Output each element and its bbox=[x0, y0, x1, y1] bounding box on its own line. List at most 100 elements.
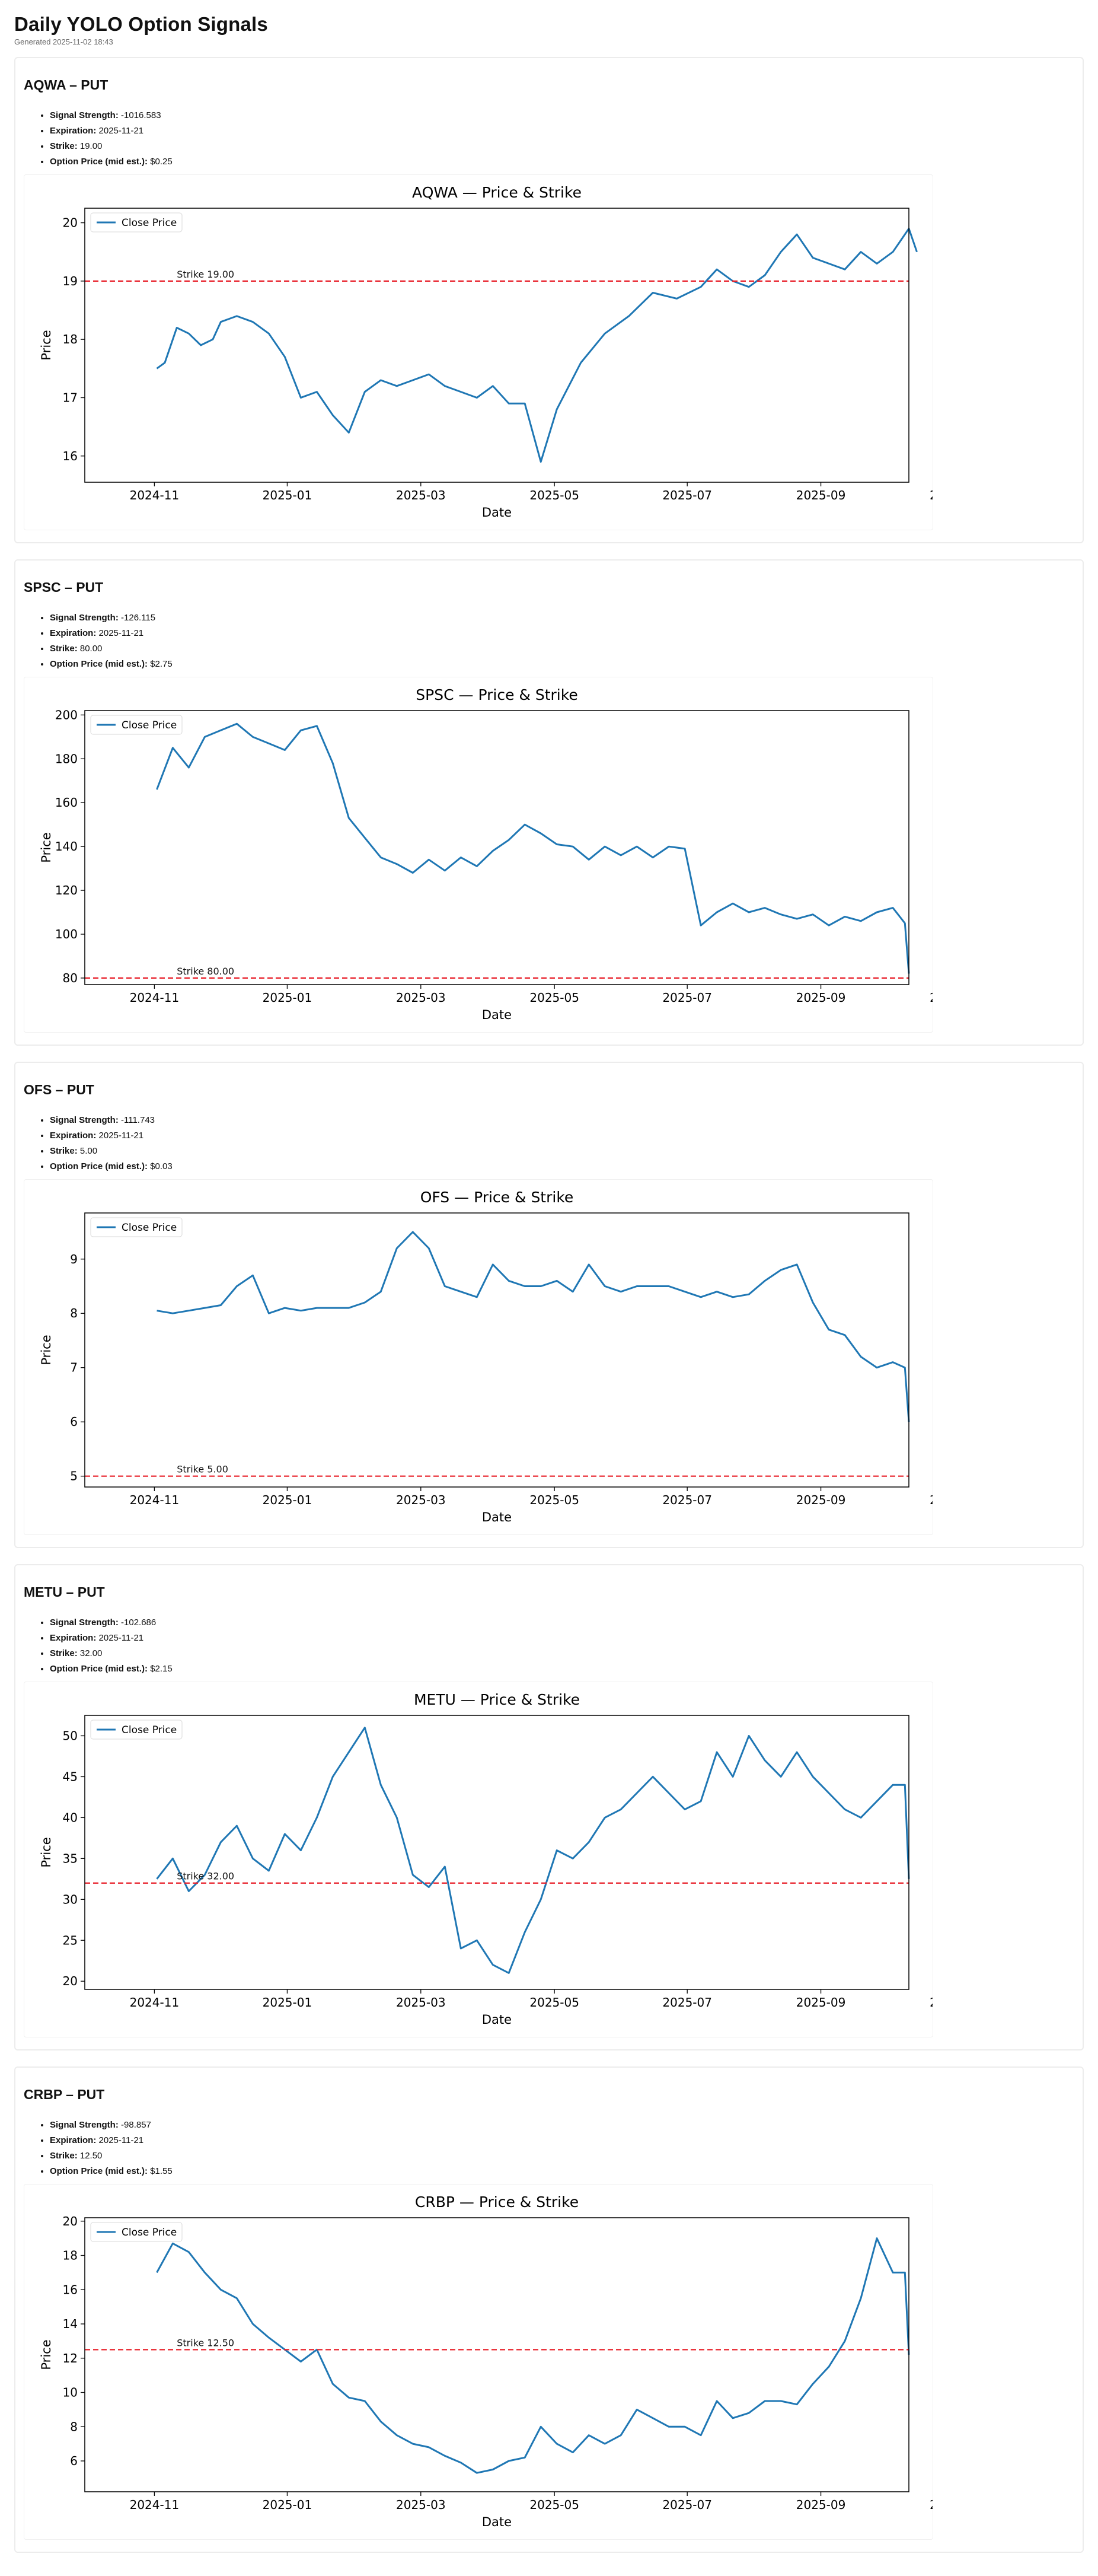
y-tick-label: 30 bbox=[63, 1892, 78, 1906]
signal-card: CRBP – PUT Signal Strength: -98.857Expira… bbox=[14, 2066, 1084, 2553]
signal-heading: SPSC – PUT bbox=[24, 579, 104, 595]
legend-box bbox=[90, 212, 183, 233]
chart-title: AQWA — Price & Strike bbox=[412, 184, 582, 201]
y-axis-label: Price bbox=[39, 1837, 53, 1867]
generated-timestamp: Generated 2025-11-02 18:43 bbox=[14, 37, 113, 46]
option-price-value: $2.15 bbox=[150, 1664, 173, 1674]
x-tick-label: 2025-05 bbox=[529, 488, 579, 502]
strike-label: Strike: bbox=[50, 141, 78, 151]
legend-label: Close Price bbox=[122, 2227, 177, 2239]
y-tick-label: 50 bbox=[63, 1728, 78, 1743]
price-strike-chart: AQWA — Price & Strike Strike 19.00 2024-11… bbox=[24, 174, 933, 530]
x-tick-label: 2024-11 bbox=[130, 991, 180, 1005]
strike-value: 32.00 bbox=[79, 1648, 103, 1658]
y-tick-label: 16 bbox=[63, 449, 78, 463]
close-price-line bbox=[156, 722, 910, 974]
plot-area bbox=[84, 1715, 909, 1990]
y-tick-label: 8 bbox=[70, 1306, 78, 1320]
x-tick-label: 2025-11 bbox=[930, 1493, 933, 1507]
strike-item: Strike: 5.00 bbox=[50, 1144, 173, 1159]
option-price-label: Option Price (mid est.): bbox=[50, 1664, 148, 1674]
x-tick-label: 2025-09 bbox=[796, 488, 846, 502]
signal-card: SPSC – PUT Signal Strength: -126.115 Expir… bbox=[14, 559, 1084, 1046]
x-tick-label: 2025-07 bbox=[662, 991, 712, 1005]
x-tick-label: 2024-11 bbox=[130, 1493, 180, 1507]
y-tick-label: 6 bbox=[70, 2454, 78, 2468]
x-tick-label: 2025-07 bbox=[662, 1493, 712, 1507]
chart-title: METU — Price & Strike bbox=[414, 1691, 580, 1708]
x-tick-label: 2025-03 bbox=[396, 1493, 446, 1507]
signal-card: METU – PUTSignal Strength: -102.686Expir… bbox=[14, 1564, 1084, 2050]
y-tick-label: 40 bbox=[63, 1810, 78, 1824]
plot-area bbox=[84, 2217, 909, 2492]
y-tick-label: 7 bbox=[70, 1361, 78, 1375]
signal-strength-item: Signal Strength: -102.686 bbox=[50, 1615, 173, 1631]
expiration-value: 2025-11-21 bbox=[98, 1131, 144, 1141]
x-tick-label: 2025-11 bbox=[930, 1995, 933, 2010]
x-tick-label: 2025-01 bbox=[263, 488, 312, 502]
close-price-line bbox=[157, 1231, 910, 1422]
expiration-item: Expiration: 2025-11-21 bbox=[50, 626, 173, 641]
close-price-line bbox=[156, 2237, 910, 2474]
x-tick-label: 2025-11 bbox=[930, 2498, 933, 2512]
legend: Close Price bbox=[90, 212, 183, 233]
x-tick-label: 2025-03 bbox=[396, 2498, 446, 2512]
y-axis-label: Price bbox=[39, 832, 53, 862]
signal-details: Signal Strength: -98.857Expiration: 2025… bbox=[36, 2118, 173, 2179]
close-price-line bbox=[156, 227, 918, 463]
x-tick-label: 2025-07 bbox=[662, 1995, 712, 2010]
legend-label: Close Price bbox=[122, 1724, 177, 1736]
signal-strength-label: Signal Strength: bbox=[50, 1115, 119, 1125]
x-tick-label: 2025-05 bbox=[529, 1493, 579, 1507]
expiration-value: 2025-11-21 bbox=[98, 1633, 144, 1643]
x-tick-label: 2025-05 bbox=[529, 991, 579, 1005]
option-price-label: Option Price (mid est.): bbox=[50, 1161, 148, 1171]
signal-details: Signal Strength: -1016.583Expiration: 20… bbox=[36, 108, 173, 170]
x-tick-label: 2025-09 bbox=[796, 1493, 846, 1507]
y-tick-label: 18 bbox=[63, 2249, 78, 2263]
y-tick-label: 200 bbox=[55, 708, 78, 722]
y-tick-label: 5 bbox=[70, 1469, 78, 1483]
signal-strength-value: -126.115 bbox=[121, 613, 156, 623]
close-price-line bbox=[156, 1727, 910, 1974]
strike-label: Strike: bbox=[50, 1648, 78, 1658]
expiration-label: Expiration: bbox=[50, 2135, 97, 2145]
y-tick-label: 45 bbox=[63, 1769, 78, 1784]
option-price-value: $1.55 bbox=[150, 2166, 173, 2176]
signal-heading: CRBP – PUT bbox=[24, 2087, 105, 2102]
chart-title: CRBP — Price & Strike bbox=[415, 2193, 579, 2211]
signal-strength-label: Signal Strength: bbox=[50, 2120, 119, 2130]
x-tick-label: 2025-03 bbox=[396, 991, 446, 1005]
y-tick-label: 35 bbox=[63, 1851, 78, 1865]
expiration-value: 2025-11-21 bbox=[98, 126, 144, 136]
x-tick-label: 2025-01 bbox=[263, 1493, 312, 1507]
strike-label: Strike 12.50 bbox=[177, 2337, 234, 2348]
legend-label: Close Price bbox=[122, 719, 177, 731]
signal-strength-label: Signal Strength: bbox=[50, 613, 119, 623]
y-tick-label: 19 bbox=[63, 274, 78, 288]
chart-svg: OFS — Price & Strike Strike 5.00 2024-11 20… bbox=[39, 1189, 933, 1524]
signal-strength-value: -111.743 bbox=[121, 1115, 155, 1125]
x-tick-label: 2025-03 bbox=[396, 488, 446, 502]
option-price-label: Option Price (mid est.): bbox=[50, 2166, 148, 2176]
strike-value: 5.00 bbox=[79, 1146, 98, 1156]
signal-strength-value: -102.686 bbox=[121, 1617, 157, 1628]
strike-label: Strike 19.00 bbox=[177, 269, 234, 280]
expiration-value: 2025-11-21 bbox=[98, 2135, 144, 2145]
x-tick-label: 2025-01 bbox=[263, 991, 312, 1005]
x-axis-label: Date bbox=[482, 505, 512, 520]
strike-label: Strike 5.00 bbox=[177, 1464, 228, 1475]
legend-box bbox=[90, 715, 183, 735]
expiration-label: Expiration: bbox=[50, 126, 97, 136]
y-tick-label: 25 bbox=[63, 1933, 78, 1947]
y-tick-label: 16 bbox=[63, 2282, 78, 2297]
signal-details: Signal Strength: -102.686Expiration: 202… bbox=[36, 1615, 173, 1677]
signal-strength-value: -1016.583 bbox=[121, 110, 161, 120]
option-price-item: Option Price (mid est.): $2.75 bbox=[50, 657, 173, 672]
strike-value: 12.50 bbox=[79, 2151, 103, 2161]
strike-value: 80.00 bbox=[79, 644, 103, 654]
x-tick-label: 2025-11 bbox=[930, 488, 933, 502]
y-tick-label: 20 bbox=[63, 1974, 78, 1988]
y-tick-label: 8 bbox=[70, 2419, 78, 2434]
x-axis-label: Date bbox=[482, 2013, 512, 2027]
